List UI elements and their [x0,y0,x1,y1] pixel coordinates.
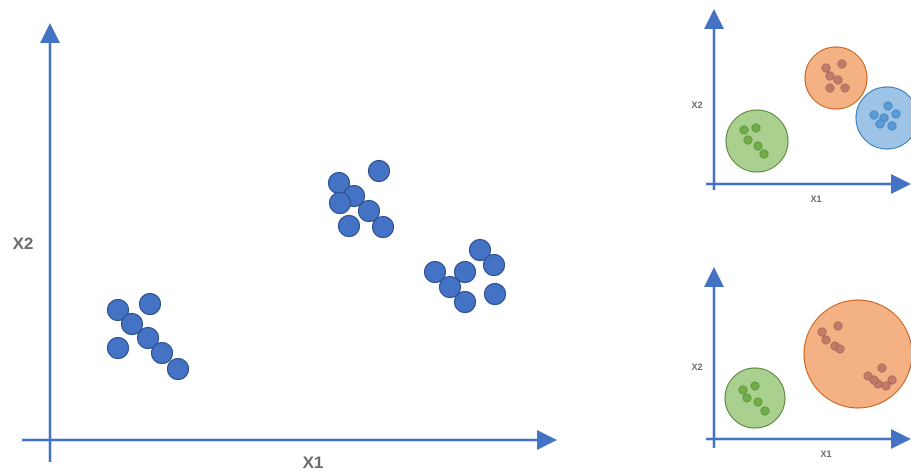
green-cluster-point [751,123,761,133]
data-point [371,215,395,239]
two-cluster-points [738,321,897,416]
green-cluster-point [738,385,748,395]
orange-cluster-point [821,63,831,73]
data-point [438,275,462,299]
data-point [120,312,144,336]
orange-cluster-point [869,375,879,385]
orange-cluster-point [817,327,827,337]
data-point [468,238,492,262]
data-point [453,290,477,314]
green-cluster-point [739,125,749,135]
orange-cluster-point [840,83,850,93]
three-cluster-points [739,59,901,159]
green-cluster-point [753,141,763,151]
orange-cluster-boundary [803,299,911,409]
orange-cluster-point [837,59,847,69]
data-point [106,298,130,322]
main-plot: X1 X2 [13,23,557,471]
data-point [357,199,381,223]
blue-cluster-point [875,119,885,129]
green-cluster-boundary [724,367,786,429]
orange-cluster-point [833,75,843,85]
green-cluster-point [750,381,760,391]
data-point [367,159,391,183]
blue-cluster-point [887,121,897,131]
orange-cluster-point [835,344,845,354]
two-cluster-plot: X1 X2 [691,267,911,459]
main-y-label: X2 [13,234,34,253]
orange-cluster-point [887,375,897,385]
data-point [423,260,447,284]
data-point [337,214,361,238]
three-cluster-plot: X1 X2 [691,9,911,204]
top-y-label: X2 [691,100,702,110]
orange-cluster-point [821,335,831,345]
blue-cluster-point [891,109,901,119]
green-cluster-point [753,397,763,407]
main-x-label: X1 [303,453,324,471]
orange-cluster-point [825,71,835,81]
data-point [482,253,506,277]
orange-cluster-point [825,83,835,93]
green-cluster-point [742,393,752,403]
top-x-label: X1 [810,194,821,204]
data-point [453,260,477,284]
green-cluster-boundary [725,109,789,173]
data-point [106,336,130,360]
green-cluster-point [743,135,753,145]
orange-cluster-point [881,381,891,391]
blue-cluster-point [883,101,893,111]
data-point [138,292,162,316]
data-point [166,357,190,381]
green-cluster-point [759,149,769,159]
data-point [136,326,160,350]
data-point [150,341,174,365]
main-points [106,159,507,381]
bottom-x-label: X1 [820,449,831,459]
bottom-y-label: X2 [691,362,702,372]
data-point [328,191,352,215]
green-cluster-point [760,406,770,416]
blue-cluster-point [869,110,879,120]
data-point [483,282,507,306]
orange-cluster-point [833,321,843,331]
orange-cluster-point [877,363,887,373]
